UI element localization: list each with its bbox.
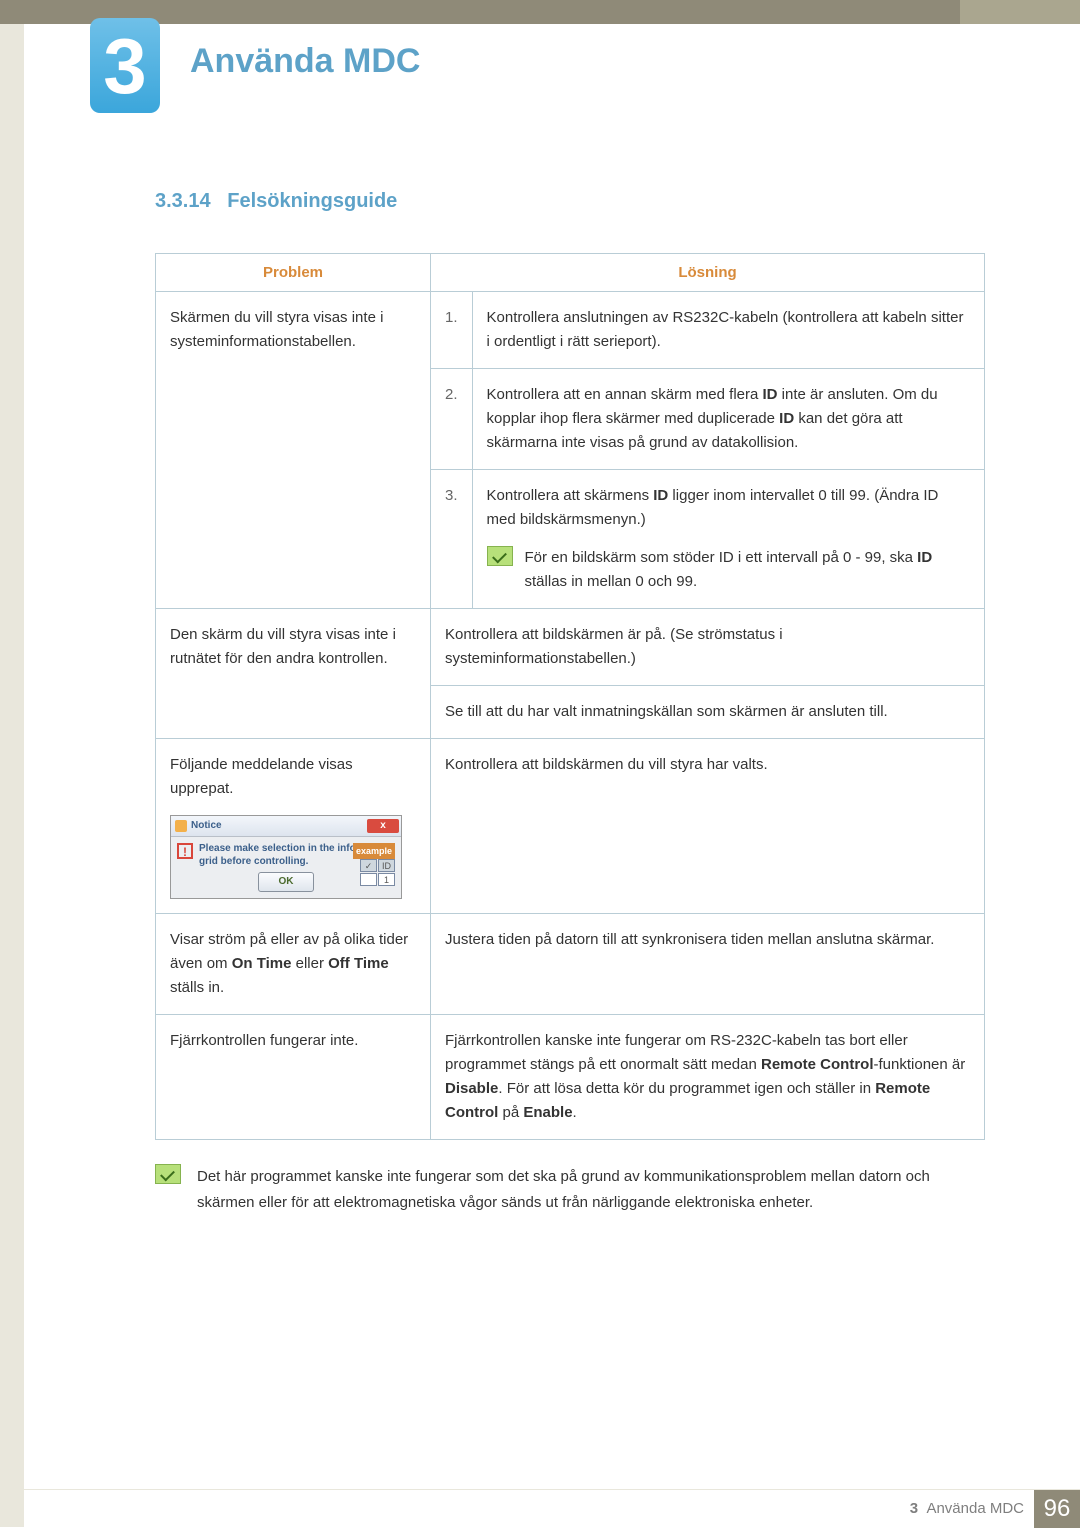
r5-solution: Fjärrkontrollen kanske inte fungerar om …: [431, 1015, 985, 1140]
col-header-solution: Lösning: [431, 254, 985, 292]
r4-p-d: Off Time: [328, 955, 389, 972]
mini-grid: ✓ ID 1: [360, 859, 395, 886]
r1-s2: Kontrollera att en annan skärm med flera…: [472, 369, 984, 470]
r4-p-c: eller: [291, 955, 328, 972]
notice-body: ! Please make selection in the informati…: [171, 837, 401, 898]
example-label: example: [353, 843, 395, 859]
page-number: 96: [1034, 1490, 1080, 1528]
r3-solution: Kontrollera att bildskärmen du vill styr…: [431, 739, 985, 914]
r1-s3-a: Kontrollera att skärmens: [487, 487, 654, 504]
r1-note: För en bildskärm som stöder ID i ett int…: [487, 546, 970, 594]
notice-app-icon: [175, 820, 187, 832]
r4-p-e: ställs in.: [170, 979, 224, 996]
r3-problem: Följande meddelande visas upprepat.: [170, 756, 353, 797]
r1-problem: Skärmen du vill styra visas inte i syste…: [156, 292, 431, 609]
top-bar: [0, 0, 1080, 24]
r1-s2-b: ID: [763, 386, 778, 403]
r1-s2-d: ID: [779, 410, 794, 427]
content-area: 3.3.14 Felsökningsguide Problem Lösning …: [155, 190, 985, 1215]
r5-problem: Fjärrkontrollen fungerar inte.: [156, 1015, 431, 1140]
r5-c: -funktionen är: [874, 1056, 966, 1073]
r1-note-b: ID: [917, 549, 932, 566]
r1-s2-num: 2.: [431, 369, 473, 470]
r1-note-text: För en bildskärm som stöder ID i ett int…: [525, 546, 970, 594]
chapter-badge: 3: [90, 18, 160, 113]
mini-cell-empty: [360, 873, 377, 886]
r5-i: .: [573, 1104, 577, 1121]
troubleshooting-table: Problem Lösning Skärmen du vill styra vi…: [155, 253, 985, 1140]
r2-problem: Den skärm du vill styra visas inte i rut…: [156, 609, 431, 739]
r3-problem-cell: Följande meddelande visas upprepat. Noti…: [156, 739, 431, 914]
r4-problem: Visar ström på eller av på olika tider ä…: [156, 914, 431, 1015]
footer: 3 Använda MDC 96: [24, 1489, 1080, 1527]
close-button[interactable]: x: [367, 819, 399, 833]
notice-titlebar: Notice x: [171, 816, 401, 837]
r1-s3-num: 3.: [431, 470, 473, 609]
r5-g: på: [498, 1104, 523, 1121]
r5-d: Disable: [445, 1080, 498, 1097]
r1-note-a: För en bildskärm som stöder ID i ett int…: [525, 549, 918, 566]
r5-b: Remote Control: [761, 1056, 874, 1073]
r4-p-b: On Time: [232, 955, 292, 972]
section-number: 3.3.14: [155, 190, 211, 212]
r1-note-c: ställas in mellan 0 och 99.: [525, 573, 698, 590]
footer-chapter-num: 3: [910, 1500, 918, 1517]
r1-s3-b: ID: [653, 487, 668, 504]
mini-cell-check: ✓: [360, 859, 377, 872]
chapter-title: Använda MDC: [190, 42, 420, 81]
r5-h: Enable: [523, 1104, 572, 1121]
bottom-note: Det här programmet kanske inte fungerar …: [155, 1164, 985, 1215]
r2-s1: Kontrollera att bildskärmen är på. (Se s…: [431, 609, 985, 686]
mini-cell-one: 1: [378, 873, 395, 886]
bottom-note-text: Det här programmet kanske inte fungerar …: [197, 1164, 985, 1215]
r1-s1-num: 1.: [431, 292, 473, 369]
footer-chapter-title: Använda MDC: [926, 1500, 1024, 1517]
r4-solution: Justera tiden på datorn till att synkron…: [431, 914, 985, 1015]
notice-dialog: Notice x ! Please make selection in the …: [170, 815, 402, 899]
chapter-number: 3: [103, 27, 146, 105]
note-icon: [487, 546, 513, 566]
r5-e: . För att lösa detta kör du programmet i…: [498, 1080, 875, 1097]
r1-s2-a: Kontrollera att en annan skärm med flera: [487, 386, 763, 403]
exclaim-icon: !: [177, 843, 193, 859]
r2-s2: Se till att du har valt inmatningskällan…: [431, 686, 985, 739]
r1-s3: Kontrollera att skärmens ID ligger inom …: [472, 470, 984, 609]
footer-chapter-ref: 3 Använda MDC: [910, 1500, 1034, 1517]
note-icon: [155, 1164, 181, 1184]
mini-cell-id: ID: [378, 859, 395, 872]
section-title: Felsökningsguide: [227, 190, 397, 212]
col-header-problem: Problem: [156, 254, 431, 292]
r1-s1: Kontrollera anslutningen av RS232C-kabel…: [472, 292, 984, 369]
section-heading: 3.3.14 Felsökningsguide: [155, 190, 985, 213]
side-bar: [0, 24, 24, 1527]
ok-button[interactable]: OK: [258, 872, 314, 892]
notice-title: Notice: [191, 818, 222, 834]
